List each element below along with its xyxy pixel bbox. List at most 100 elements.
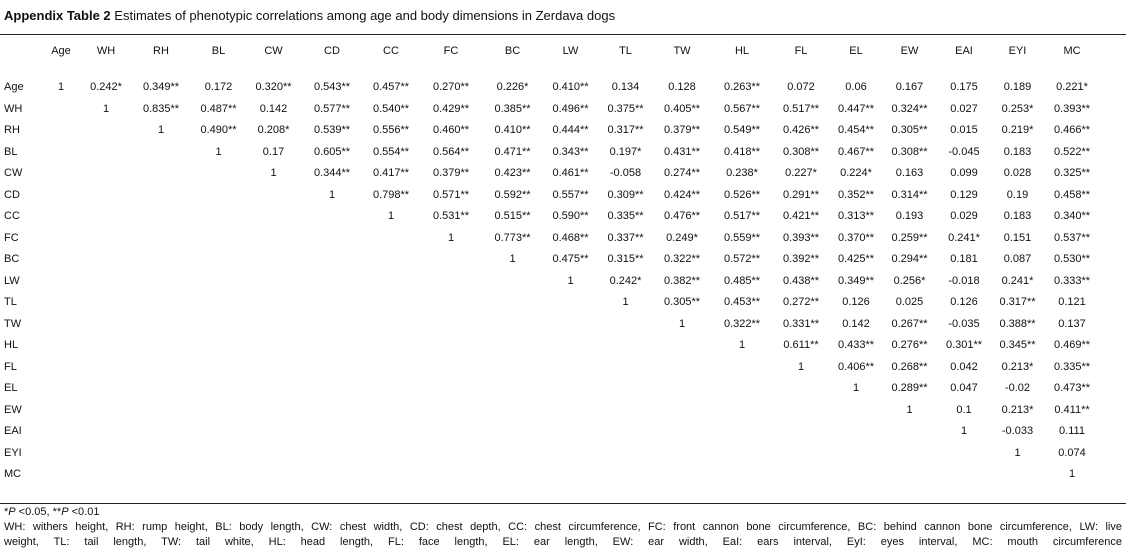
correlation-cell: 0.317** [607, 124, 644, 136]
column-header: BL [211, 45, 226, 57]
correlation-cell: 1 [157, 124, 165, 136]
column-header: TL [619, 45, 632, 57]
column-header: Age [51, 45, 71, 57]
correlation-cell: 0.134 [611, 81, 640, 93]
correlation-cell [543, 292, 598, 314]
correlation-cell: 0.263** [723, 81, 761, 93]
row-label: CW [4, 167, 23, 179]
correlation-cell [543, 443, 598, 465]
correlation-cell [543, 335, 598, 357]
correlation-cell: 0.305** [663, 296, 701, 308]
correlation-cell [192, 421, 245, 443]
correlation-cell [82, 335, 130, 357]
correlation-cell [192, 400, 245, 422]
correlation-cell [192, 443, 245, 465]
correlation-cell: 0.406** [837, 360, 875, 373]
correlation-cell: 0.129 [950, 188, 978, 201]
table-row: EAI 1 -0.033 0.111 [0, 421, 1101, 443]
correlation-cell [362, 443, 420, 465]
correlation-cell: 0.029 [950, 210, 978, 222]
correlation-cell: 0.126 [950, 296, 978, 308]
correlation-cell [420, 421, 482, 443]
correlation-cell: -0.058 [609, 167, 642, 179]
correlation-cell: 0.259** [891, 231, 928, 244]
row-label: EW [4, 403, 22, 416]
correlation-cell [773, 464, 829, 486]
correlation-cell [130, 378, 192, 400]
sig-threshold-1: <0.05, ** [15, 506, 62, 518]
correlation-cell [40, 163, 82, 185]
correlation-cell: 0.522** [1053, 145, 1091, 158]
correlation-cell [302, 443, 362, 465]
correlation-cell: 0.431** [663, 145, 701, 158]
table-row: CC 1 0.531** 0.515** 0.590** 0.335** 0.476** 0.… [0, 206, 1101, 228]
correlation-cell [82, 120, 130, 142]
row-label: EL [4, 382, 18, 394]
correlation-cell [40, 335, 82, 357]
correlation-cell: 0.388** [999, 317, 1036, 330]
column-header: RH [153, 45, 169, 57]
correlation-cell [82, 443, 130, 465]
correlation-cell: 0.425** [837, 253, 875, 265]
correlation-cell: 0.370** [837, 231, 875, 244]
correlation-cell: 0.06 [845, 81, 867, 93]
correlation-cell [245, 271, 302, 293]
correlation-cell [773, 378, 829, 400]
correlation-cell: 1 [960, 425, 968, 437]
correlation-cell: 1 [1068, 468, 1076, 480]
correlation-cell: 0.438** [782, 274, 820, 287]
correlation-cell: 0.410** [494, 124, 531, 136]
correlation-cell [598, 335, 653, 357]
correlation-cell: 0.557** [552, 188, 589, 201]
correlation-cell: 0.537** [1053, 231, 1091, 244]
correlation-cell: 0.193 [895, 210, 924, 222]
correlation-cell: 0.253* [1001, 102, 1034, 115]
correlation-cell: 0.238* [726, 167, 758, 179]
correlation-cell [245, 228, 302, 250]
correlation-cell: 0.208* [257, 124, 290, 136]
correlation-cell [482, 378, 543, 400]
correlation-cell: 0.175 [950, 81, 978, 93]
correlation-cell: 0.345** [999, 339, 1036, 351]
correlation-cell: 0.221* [1056, 81, 1088, 93]
abbreviation-note-line-1: WH: withers height, RH: rump height, BL:… [4, 521, 1122, 533]
column-header: CD [324, 45, 340, 57]
correlation-cell: 0.540** [372, 102, 410, 115]
correlation-cell [711, 443, 773, 465]
table-row: CD 1 0.798** 0.571** 0.592** 0.557** 0.309** 0.… [0, 185, 1101, 207]
correlation-cell [302, 249, 362, 271]
correlation-cell: 0.429** [432, 102, 470, 115]
row-label: FL [4, 360, 17, 373]
correlation-cell [302, 464, 362, 486]
correlation-cell: 1 [328, 188, 336, 201]
correlation-cell: 0.301** [945, 339, 983, 351]
correlation-cell: 0.313** [837, 210, 875, 222]
correlation-cell: 0.121 [1058, 296, 1086, 308]
correlation-cell [130, 142, 192, 164]
correlation-cell [130, 228, 192, 250]
correlation-cell [362, 421, 420, 443]
correlation-cell [420, 292, 482, 314]
correlation-cell: 0.590** [552, 210, 589, 222]
correlation-cell [130, 292, 192, 314]
correlation-table: Age WH RH BL CW CD CC FC BC LW TL TW HL FL EL EW EAI EYI M… [0, 40, 1101, 486]
correlation-cell: 0.460** [432, 124, 470, 136]
correlation-cell [82, 185, 130, 207]
correlation-cell [192, 464, 245, 486]
correlation-cell [482, 314, 543, 336]
correlation-cell [653, 464, 711, 486]
correlation-cell: 0.028 [1003, 167, 1032, 179]
correlation-cell [362, 314, 420, 336]
correlation-cell [130, 421, 192, 443]
correlation-cell [482, 400, 543, 422]
correlation-cell: 0.163 [895, 167, 924, 179]
column-header: WH [96, 45, 116, 57]
correlation-cell: 0.375** [607, 102, 644, 115]
correlation-cell [302, 335, 362, 357]
correlation-cell [362, 335, 420, 357]
header-corner [0, 40, 40, 62]
correlation-cell: 0.305** [891, 124, 928, 136]
table-row: FC 1 0.773** 0.468** 0.337** 0.249* 0.559** 0.3… [0, 228, 1101, 250]
correlation-cell: 0.272** [782, 296, 820, 308]
correlation-cell [130, 271, 192, 293]
